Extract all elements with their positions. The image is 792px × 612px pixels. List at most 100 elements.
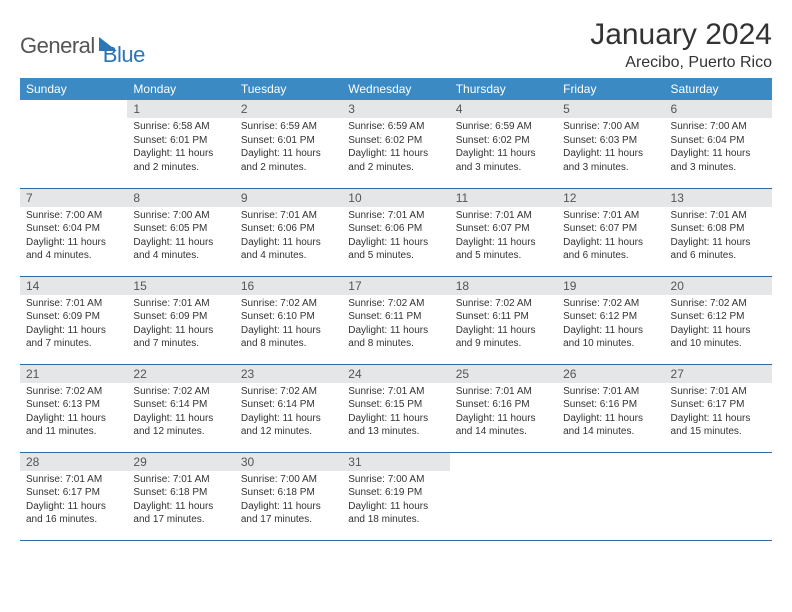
calendar-day-cell: 6Sunrise: 7:00 AMSunset: 6:04 PMDaylight… — [665, 100, 772, 188]
day-details: Sunrise: 7:02 AMSunset: 6:11 PMDaylight:… — [342, 295, 449, 355]
calendar-day-cell: 28Sunrise: 7:01 AMSunset: 6:17 PMDayligh… — [20, 452, 127, 540]
calendar-day-cell: 24Sunrise: 7:01 AMSunset: 6:15 PMDayligh… — [342, 364, 449, 452]
day-details: Sunrise: 6:59 AMSunset: 6:02 PMDaylight:… — [342, 118, 449, 178]
calendar-week-row: 28Sunrise: 7:01 AMSunset: 6:17 PMDayligh… — [20, 452, 772, 540]
day-details: Sunrise: 7:01 AMSunset: 6:16 PMDaylight:… — [450, 383, 557, 443]
day-number: 2 — [235, 100, 342, 118]
calendar-day-cell: 17Sunrise: 7:02 AMSunset: 6:11 PMDayligh… — [342, 276, 449, 364]
day-number: 5 — [557, 100, 664, 118]
calendar-day-cell: 14Sunrise: 7:01 AMSunset: 6:09 PMDayligh… — [20, 276, 127, 364]
day-details: Sunrise: 7:01 AMSunset: 6:06 PMDaylight:… — [235, 207, 342, 267]
day-details: Sunrise: 7:01 AMSunset: 6:16 PMDaylight:… — [557, 383, 664, 443]
day-number: 3 — [342, 100, 449, 118]
calendar-day-cell: 3Sunrise: 6:59 AMSunset: 6:02 PMDaylight… — [342, 100, 449, 188]
day-details: Sunrise: 7:00 AMSunset: 6:19 PMDaylight:… — [342, 471, 449, 531]
day-number: 28 — [20, 453, 127, 471]
day-number: 14 — [20, 277, 127, 295]
calendar-day-cell: 25Sunrise: 7:01 AMSunset: 6:16 PMDayligh… — [450, 364, 557, 452]
day-details: Sunrise: 7:02 AMSunset: 6:14 PMDaylight:… — [235, 383, 342, 443]
day-details: Sunrise: 7:02 AMSunset: 6:10 PMDaylight:… — [235, 295, 342, 355]
calendar-day-cell — [20, 100, 127, 188]
calendar-week-row: 21Sunrise: 7:02 AMSunset: 6:13 PMDayligh… — [20, 364, 772, 452]
logo-text-blue: Blue — [103, 42, 145, 68]
weekday-header: Monday — [127, 78, 234, 100]
calendar-day-cell — [557, 452, 664, 540]
day-number: 9 — [235, 189, 342, 207]
day-number: 18 — [450, 277, 557, 295]
day-number: 24 — [342, 365, 449, 383]
day-details: Sunrise: 7:02 AMSunset: 6:11 PMDaylight:… — [450, 295, 557, 355]
calendar-day-cell: 30Sunrise: 7:00 AMSunset: 6:18 PMDayligh… — [235, 452, 342, 540]
day-details: Sunrise: 7:01 AMSunset: 6:17 PMDaylight:… — [20, 471, 127, 531]
calendar-day-cell: 13Sunrise: 7:01 AMSunset: 6:08 PMDayligh… — [665, 188, 772, 276]
calendar-day-cell: 7Sunrise: 7:00 AMSunset: 6:04 PMDaylight… — [20, 188, 127, 276]
calendar-day-cell: 9Sunrise: 7:01 AMSunset: 6:06 PMDaylight… — [235, 188, 342, 276]
day-details: Sunrise: 7:01 AMSunset: 6:09 PMDaylight:… — [127, 295, 234, 355]
day-details: Sunrise: 7:01 AMSunset: 6:17 PMDaylight:… — [665, 383, 772, 443]
day-details: Sunrise: 7:01 AMSunset: 6:07 PMDaylight:… — [450, 207, 557, 267]
day-number: 30 — [235, 453, 342, 471]
calendar-day-cell — [450, 452, 557, 540]
day-details: Sunrise: 7:02 AMSunset: 6:12 PMDaylight:… — [557, 295, 664, 355]
calendar-day-cell: 2Sunrise: 6:59 AMSunset: 6:01 PMDaylight… — [235, 100, 342, 188]
calendar-day-cell: 16Sunrise: 7:02 AMSunset: 6:10 PMDayligh… — [235, 276, 342, 364]
calendar-day-cell: 12Sunrise: 7:01 AMSunset: 6:07 PMDayligh… — [557, 188, 664, 276]
day-number: 29 — [127, 453, 234, 471]
day-number: 16 — [235, 277, 342, 295]
calendar-day-cell: 10Sunrise: 7:01 AMSunset: 6:06 PMDayligh… — [342, 188, 449, 276]
calendar-day-cell: 19Sunrise: 7:02 AMSunset: 6:12 PMDayligh… — [557, 276, 664, 364]
day-number: 26 — [557, 365, 664, 383]
day-details: Sunrise: 7:00 AMSunset: 6:05 PMDaylight:… — [127, 207, 234, 267]
day-details: Sunrise: 7:00 AMSunset: 6:04 PMDaylight:… — [20, 207, 127, 267]
day-details: Sunrise: 7:02 AMSunset: 6:12 PMDaylight:… — [665, 295, 772, 355]
calendar-week-row: 7Sunrise: 7:00 AMSunset: 6:04 PMDaylight… — [20, 188, 772, 276]
weekday-header: Thursday — [450, 78, 557, 100]
calendar-day-cell: 11Sunrise: 7:01 AMSunset: 6:07 PMDayligh… — [450, 188, 557, 276]
weekday-header: Friday — [557, 78, 664, 100]
calendar-day-cell: 21Sunrise: 7:02 AMSunset: 6:13 PMDayligh… — [20, 364, 127, 452]
weekday-header: Tuesday — [235, 78, 342, 100]
calendar-day-cell: 26Sunrise: 7:01 AMSunset: 6:16 PMDayligh… — [557, 364, 664, 452]
calendar-day-cell: 31Sunrise: 7:00 AMSunset: 6:19 PMDayligh… — [342, 452, 449, 540]
day-number: 19 — [557, 277, 664, 295]
day-details: Sunrise: 7:00 AMSunset: 6:04 PMDaylight:… — [665, 118, 772, 178]
day-number: 10 — [342, 189, 449, 207]
calendar-day-cell: 27Sunrise: 7:01 AMSunset: 6:17 PMDayligh… — [665, 364, 772, 452]
calendar-day-cell: 5Sunrise: 7:00 AMSunset: 6:03 PMDaylight… — [557, 100, 664, 188]
logo-text-general: General — [20, 33, 95, 59]
day-number: 31 — [342, 453, 449, 471]
weekday-header: Wednesday — [342, 78, 449, 100]
weekday-header: Sunday — [20, 78, 127, 100]
day-number: 7 — [20, 189, 127, 207]
day-details: Sunrise: 7:01 AMSunset: 6:09 PMDaylight:… — [20, 295, 127, 355]
day-details: Sunrise: 7:01 AMSunset: 6:18 PMDaylight:… — [127, 471, 234, 531]
weekday-header-row: SundayMondayTuesdayWednesdayThursdayFrid… — [20, 78, 772, 100]
title-block: January 2024 Arecibo, Puerto Rico — [590, 18, 772, 72]
weekday-header: Saturday — [665, 78, 772, 100]
calendar-table: SundayMondayTuesdayWednesdayThursdayFrid… — [20, 78, 772, 541]
day-number: 23 — [235, 365, 342, 383]
calendar-week-row: 14Sunrise: 7:01 AMSunset: 6:09 PMDayligh… — [20, 276, 772, 364]
day-number: 17 — [342, 277, 449, 295]
day-details: Sunrise: 7:00 AMSunset: 6:18 PMDaylight:… — [235, 471, 342, 531]
day-number: 22 — [127, 365, 234, 383]
day-number: 20 — [665, 277, 772, 295]
day-number: 1 — [127, 100, 234, 118]
day-details: Sunrise: 7:00 AMSunset: 6:03 PMDaylight:… — [557, 118, 664, 178]
header: General Blue January 2024 Arecibo, Puert… — [20, 18, 772, 72]
day-details: Sunrise: 7:02 AMSunset: 6:13 PMDaylight:… — [20, 383, 127, 443]
calendar-day-cell: 15Sunrise: 7:01 AMSunset: 6:09 PMDayligh… — [127, 276, 234, 364]
day-details: Sunrise: 7:02 AMSunset: 6:14 PMDaylight:… — [127, 383, 234, 443]
calendar-day-cell: 20Sunrise: 7:02 AMSunset: 6:12 PMDayligh… — [665, 276, 772, 364]
calendar-day-cell: 23Sunrise: 7:02 AMSunset: 6:14 PMDayligh… — [235, 364, 342, 452]
calendar-day-cell: 22Sunrise: 7:02 AMSunset: 6:14 PMDayligh… — [127, 364, 234, 452]
day-details: Sunrise: 7:01 AMSunset: 6:06 PMDaylight:… — [342, 207, 449, 267]
day-number: 8 — [127, 189, 234, 207]
calendar-day-cell: 8Sunrise: 7:00 AMSunset: 6:05 PMDaylight… — [127, 188, 234, 276]
day-details: Sunrise: 6:58 AMSunset: 6:01 PMDaylight:… — [127, 118, 234, 178]
calendar-week-row: 1Sunrise: 6:58 AMSunset: 6:01 PMDaylight… — [20, 100, 772, 188]
day-number: 13 — [665, 189, 772, 207]
day-number: 11 — [450, 189, 557, 207]
day-number: 4 — [450, 100, 557, 118]
day-details: Sunrise: 7:01 AMSunset: 6:15 PMDaylight:… — [342, 383, 449, 443]
